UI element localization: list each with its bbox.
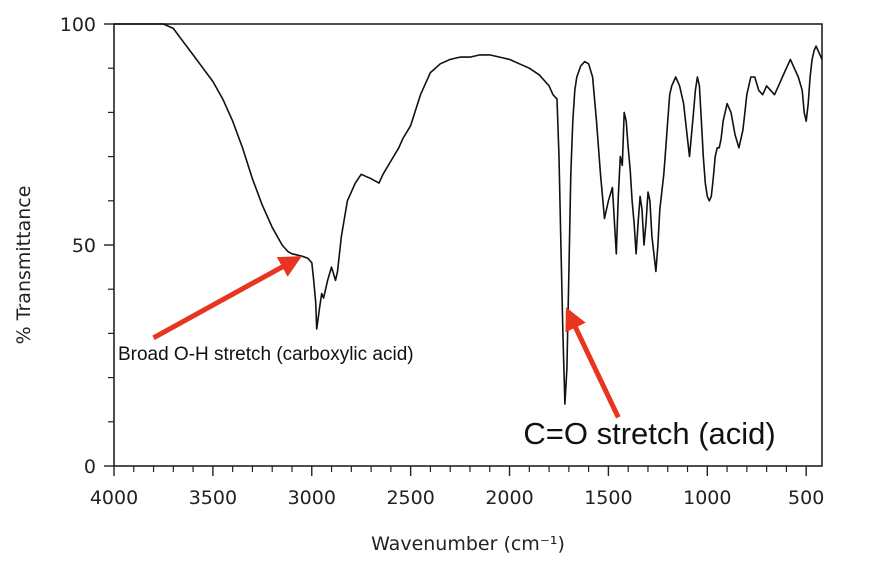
oh-stretch-annotation: Broad O-H stretch (carboxylic acid) <box>118 344 414 365</box>
x-axis-label: Wavenumber (cm⁻¹) <box>371 533 565 555</box>
plot-area: 4000 3500 3000 2500 2000 1500 1000 500 0 50 100 Bro… <box>60 14 825 509</box>
plot-frame <box>113 23 823 467</box>
x-tick-label: 1500 <box>584 487 632 509</box>
spectrum-line <box>114 23 823 405</box>
annotation-arrow <box>152 256 302 341</box>
x-tick-label: 2500 <box>386 487 434 509</box>
y-tick-label: 0 <box>84 456 96 478</box>
x-tick-label: 4000 <box>90 487 138 509</box>
y-axis-label-group: % Transmittance <box>13 186 35 345</box>
x-tick-label: 1000 <box>683 487 731 509</box>
y-axis-label: % Transmittance <box>13 186 35 345</box>
x-tick-label: 500 <box>788 487 824 509</box>
y-tick-label: 100 <box>60 14 96 36</box>
x-tick-label: 3000 <box>288 487 336 509</box>
x-tick-label: 2000 <box>485 487 533 509</box>
annotation-arrow <box>565 307 621 419</box>
x-tick-label: 3500 <box>189 487 237 509</box>
co-stretch-annotation: C=O stretch (acid) <box>523 416 775 451</box>
y-tick-label: 50 <box>72 235 96 257</box>
